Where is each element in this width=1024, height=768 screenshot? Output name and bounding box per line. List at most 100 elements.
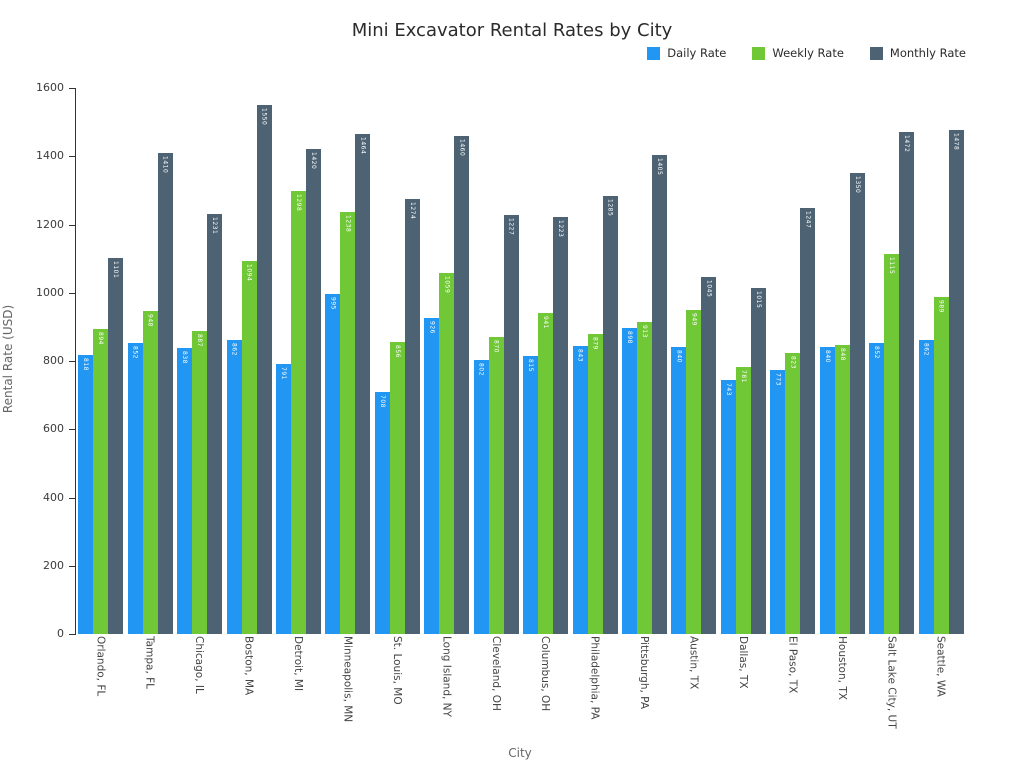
bar-value-label: 1247 (804, 211, 812, 229)
bar-value-label: 1460 (458, 138, 466, 157)
bar-value-label: 1231 (211, 216, 219, 235)
bar-monthly: 1247 (800, 208, 816, 634)
bar-daily: 862 (918, 339, 934, 634)
bar-value-label: 708 (378, 395, 386, 409)
legend-swatch-daily (647, 46, 661, 60)
x-tick-label: Austin, TX (687, 636, 700, 690)
bar-daily: 843 (572, 346, 588, 634)
bar-weekly: 870 (488, 337, 504, 634)
bar-value-label: 1238 (344, 214, 352, 232)
bar-monthly: 1350 (849, 173, 865, 634)
y-axis-title: Rental Rate (USD) (1, 304, 15, 414)
bar-monthly: 1015 (750, 287, 766, 634)
bar-weekly: 879 (587, 334, 603, 634)
city-bar-group: 708 856 1274 (373, 88, 422, 634)
bar-value-label: 862 (230, 342, 238, 356)
bar-value-label: 743 (724, 383, 732, 397)
x-tick-label: Columbus, OH (539, 636, 552, 712)
bar-daily: 926 (424, 318, 440, 634)
bar-daily: 898 (622, 327, 638, 634)
bar-weekly: 823 (785, 353, 801, 634)
plot-area: 818 894 1101 852 948 1410 838 887 1231 862 1094 155… (36, 81, 966, 640)
bar-value-label: 1115 (888, 256, 896, 274)
x-tick-label: Pittsburgh, PA (638, 636, 651, 710)
city-bar-group: 802 870 1227 (472, 88, 521, 634)
chart-title: Mini Excavator Rental Rates by City (351, 20, 673, 41)
bar-value-label: 1285 (606, 198, 614, 216)
bar-monthly: 1550 (256, 105, 272, 634)
bar-daily: 838 (177, 348, 193, 634)
bar-value-label: 948 (146, 313, 154, 327)
bar-value-label: 1350 (853, 176, 861, 194)
x-tick-label: Minneapolis, MN (341, 636, 354, 723)
x-tick-label: Long Island, NY (440, 636, 453, 717)
legend-item-weekly[interactable]: Weekly Rate (752, 46, 844, 60)
bar-monthly: 1101 (108, 258, 124, 634)
bar-value-label: 1015 (754, 290, 762, 308)
bar-value-label: 1274 (408, 202, 416, 220)
x-tick-label: Salt Lake City, UT (885, 636, 898, 729)
bar-value-label: 1298 (294, 194, 302, 212)
bar-value-label: 941 (542, 315, 550, 329)
legend-label-daily: Daily Rate (667, 46, 727, 60)
bar-monthly: 1274 (404, 199, 420, 634)
bar-value-label: 1045 (705, 280, 713, 298)
bar-monthly: 1472 (899, 131, 915, 634)
bar-value-label: 887 (196, 334, 204, 348)
bar-monthly: 1405 (652, 154, 668, 634)
bar-daily: 852 (869, 343, 885, 634)
bar-groups: 818 894 1101 852 948 1410 838 887 1231 862 1094 155… (76, 88, 966, 634)
city-bar-group: 840 848 1350 (818, 88, 867, 634)
legend-item-monthly[interactable]: Monthly Rate (869, 46, 966, 60)
bar-value-label: 1550 (260, 108, 268, 126)
bar-value-label: 926 (428, 321, 436, 334)
bar-value-label: 773 (774, 373, 782, 387)
bar-value-label: 1464 (359, 137, 367, 155)
bar-monthly: 1460 (454, 135, 470, 634)
city-bar-group: 838 887 1231 (175, 88, 224, 634)
bar-weekly: 1094 (241, 260, 257, 634)
x-tick-label: Detroit, MI (292, 636, 305, 692)
legend-swatch-monthly (869, 46, 883, 60)
bar-daily: 840 (671, 347, 687, 634)
city-bar-group: 840 949 1045 (669, 88, 718, 634)
bar-value-label: 843 (576, 349, 584, 363)
bar-value-label: 949 (690, 313, 698, 327)
bar-value-label: 1478 (952, 132, 960, 150)
city-bar-group: 815 941 1223 (521, 88, 570, 634)
bar-weekly: 989 (933, 296, 949, 634)
bar-monthly: 1231 (207, 213, 223, 634)
bar-value-label: 913 (641, 325, 649, 339)
bar-value-label: 852 (873, 346, 881, 360)
bar-weekly: 948 (142, 310, 158, 634)
legend-swatch-weekly (752, 46, 766, 60)
bar-daily: 743 (720, 380, 736, 634)
bar-monthly: 1420 (305, 149, 321, 634)
legend-item-daily[interactable]: Daily Rate (647, 46, 726, 60)
bar-weekly: 894 (93, 328, 109, 634)
x-tick-label: Dallas, TX (736, 636, 749, 689)
bar-weekly: 781 (735, 367, 751, 634)
bar-value-label: 862 (922, 342, 930, 356)
bar-daily: 802 (473, 360, 489, 634)
bar-daily: 708 (374, 392, 390, 634)
bar-daily: 840 (819, 347, 835, 634)
x-tick-label: El Paso, TX (786, 636, 799, 694)
city-bar-group: 791 1298 1420 (274, 88, 323, 634)
bar-value-label: 1094 (245, 263, 253, 281)
x-tick-label: Chicago, IL (193, 636, 206, 694)
bar-value-label: 852 (131, 346, 139, 360)
city-bar-group: 995 1238 1464 (323, 88, 372, 634)
bar-value-label: 848 (838, 347, 846, 361)
bar-monthly: 1223 (553, 216, 569, 634)
x-tick-label: Boston, MA (242, 636, 255, 696)
bar-value-label: 818 (82, 357, 90, 371)
bar-monthly: 1410 (157, 152, 173, 634)
bar-weekly: 887 (192, 331, 208, 634)
bar-value-label: 1410 (161, 155, 169, 174)
bar-value-label: 840 (823, 350, 831, 364)
x-tick-label: Houston, TX (835, 636, 848, 700)
bar-value-label: 1101 (112, 261, 120, 279)
bar-value-label: 838 (181, 351, 189, 364)
